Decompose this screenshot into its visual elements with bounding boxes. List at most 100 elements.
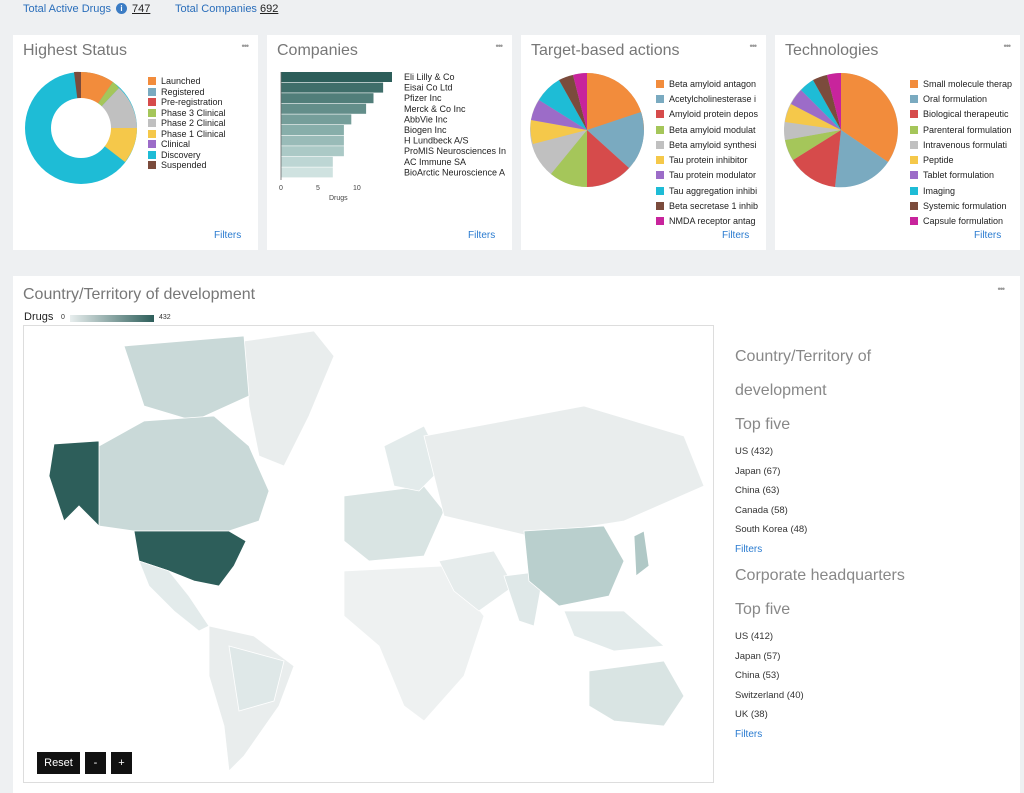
headquarters-filters-link[interactable]: Filters (735, 728, 763, 740)
company-bar[interactable] (281, 167, 333, 178)
legend-item[interactable]: Systemic formulation (910, 198, 1018, 213)
pie-slice (784, 122, 841, 140)
company-bar[interactable] (281, 93, 374, 104)
headquarters-country-item[interactable]: US (412) (735, 631, 774, 642)
legend-label: Oral formulation (923, 93, 988, 104)
legend-label: Tau protein inhibitor (669, 155, 748, 166)
company-bar[interactable] (281, 125, 344, 135)
map-region-alaska[interactable] (48, 440, 100, 527)
filters-link[interactable]: Filters (468, 230, 496, 241)
company-bar[interactable] (281, 103, 367, 114)
pie-slice (827, 73, 841, 130)
card-title: Country/Territory of development (23, 286, 256, 303)
legend-item[interactable]: Small molecule therap (910, 76, 1018, 91)
development-filters-link[interactable]: Filters (735, 543, 763, 555)
total-active-drugs-value[interactable]: 747 (132, 3, 151, 15)
legend-item[interactable]: Capsule formulation (910, 214, 1018, 229)
legend-item[interactable]: Intravenous formulati (910, 137, 1018, 152)
map-region-middle-east[interactable] (438, 550, 515, 612)
headquarters-country-item[interactable]: Switzerland (40) (735, 689, 804, 701)
legend-item[interactable]: Phase 2 Clinical (148, 118, 226, 129)
development-country-item[interactable]: Canada (58) (735, 504, 788, 516)
legend-item[interactable]: Registered (148, 87, 226, 98)
legend-swatch (148, 87, 156, 96)
company-bar[interactable] (281, 135, 344, 146)
legend-item[interactable]: Discovery (148, 150, 226, 161)
legend-item[interactable]: Clinical (148, 139, 226, 150)
more-menu-icon[interactable]: ••• (1003, 41, 1012, 51)
pie-slice (531, 100, 587, 130)
map-reset-button[interactable]: Reset (37, 752, 80, 774)
legend-item[interactable]: Beta amyloid modulat (656, 122, 760, 137)
legend-item[interactable]: Suspended (148, 160, 226, 171)
legend-item[interactable]: Pre-registration (148, 97, 226, 108)
filters-link[interactable]: Filters (974, 230, 1002, 241)
legend-item[interactable]: Biological therapeutic (910, 107, 1018, 122)
company-bar[interactable] (281, 72, 392, 82)
legend-item[interactable]: Tau protein modulator (656, 168, 760, 183)
map-region-canada-north[interactable] (123, 335, 250, 422)
map-region-southeast-asia[interactable] (563, 610, 665, 652)
legend-item[interactable]: Parenteral formulation (910, 122, 1018, 137)
more-menu-icon[interactable]: ••• (749, 41, 758, 51)
legend-item[interactable]: Tablet formulation (910, 168, 1018, 183)
more-menu-icon[interactable]: ••• (241, 41, 250, 51)
map-region-mexico[interactable] (138, 560, 210, 632)
legend-item[interactable]: Peptide (910, 152, 1018, 167)
zoom-out-button[interactable]: - (85, 752, 106, 774)
card-title: Technologies (785, 42, 879, 59)
map-region-china[interactable] (523, 525, 625, 607)
headquarters-country-item[interactable]: UK (38) (735, 709, 768, 720)
legend-item[interactable]: Oral formulation (910, 91, 1018, 106)
total-companies-value[interactable]: 692 (260, 3, 279, 15)
legend-item[interactable]: Beta amyloid synthesi (656, 137, 760, 152)
development-country-item[interactable]: South Korea (48) (735, 524, 808, 535)
legend-item[interactable]: Phase 3 Clinical (148, 108, 226, 119)
headquarters-country-item[interactable]: China (53) (735, 670, 780, 681)
info-icon[interactable]: i (116, 3, 127, 14)
development-country-item[interactable]: China (63) (735, 485, 780, 496)
legend-label: NMDA receptor antag (669, 216, 756, 227)
legend-item[interactable]: Acetylcholinesterase i (656, 91, 760, 106)
legend-item[interactable]: Launched (148, 76, 226, 87)
summary-bar: Total Active Drugs i 747 Total Companies… (0, 0, 1024, 22)
legend-item[interactable]: Beta amyloid antagon (656, 76, 760, 91)
legend-label: Amyloid protein depos (669, 109, 759, 120)
map-region-greenland[interactable] (243, 330, 335, 467)
highest-status-card: Highest Status ••• Launched Registered P… (13, 35, 258, 250)
company-bar-label: AC Immune SA (404, 157, 466, 167)
legend-swatch (148, 119, 156, 128)
company-bar[interactable] (281, 82, 384, 93)
legend-item[interactable]: Tau protein inhibitor (656, 152, 760, 167)
development-country-item[interactable]: Japan (67) (735, 465, 781, 477)
headquarters-country-item[interactable]: Japan (57) (735, 650, 781, 662)
legend-item[interactable]: Amyloid protein depos (656, 107, 760, 122)
legend-item[interactable]: NMDA receptor antag (656, 214, 760, 229)
map-region-russia[interactable] (423, 405, 705, 537)
map-region-australia[interactable] (588, 660, 685, 727)
legend-item[interactable]: Phase 1 Clinical (148, 129, 226, 140)
filters-link[interactable]: Filters (214, 230, 242, 241)
more-menu-icon[interactable]: ••• (495, 41, 504, 51)
world-map[interactable]: Reset - + (23, 325, 714, 783)
map-region-japan[interactable] (633, 530, 650, 577)
map-region-brazil[interactable] (228, 645, 285, 712)
legend-item[interactable]: Beta secretase 1 inhib (656, 198, 760, 213)
development-country-item[interactable]: US (432) (735, 446, 774, 457)
map-region-canada[interactable] (98, 415, 270, 532)
x-tick-label: 10 (353, 185, 361, 192)
legend-label: Peptide (923, 155, 954, 166)
legend-label: Beta amyloid modulat (669, 124, 756, 135)
target-pie-chart (530, 73, 644, 187)
legend-swatch (910, 156, 918, 165)
company-bar[interactable] (281, 114, 352, 125)
map-region-europe[interactable] (343, 485, 445, 562)
company-bar[interactable] (281, 156, 333, 167)
zoom-in-button[interactable]: + (111, 752, 132, 774)
filters-link[interactable]: Filters (722, 230, 750, 241)
legend-item[interactable]: Tau aggregation inhibi (656, 183, 760, 198)
legend-item[interactable]: Imaging (910, 183, 1018, 198)
more-menu-icon[interactable]: ••• (997, 284, 1006, 294)
company-bar[interactable] (281, 146, 344, 157)
